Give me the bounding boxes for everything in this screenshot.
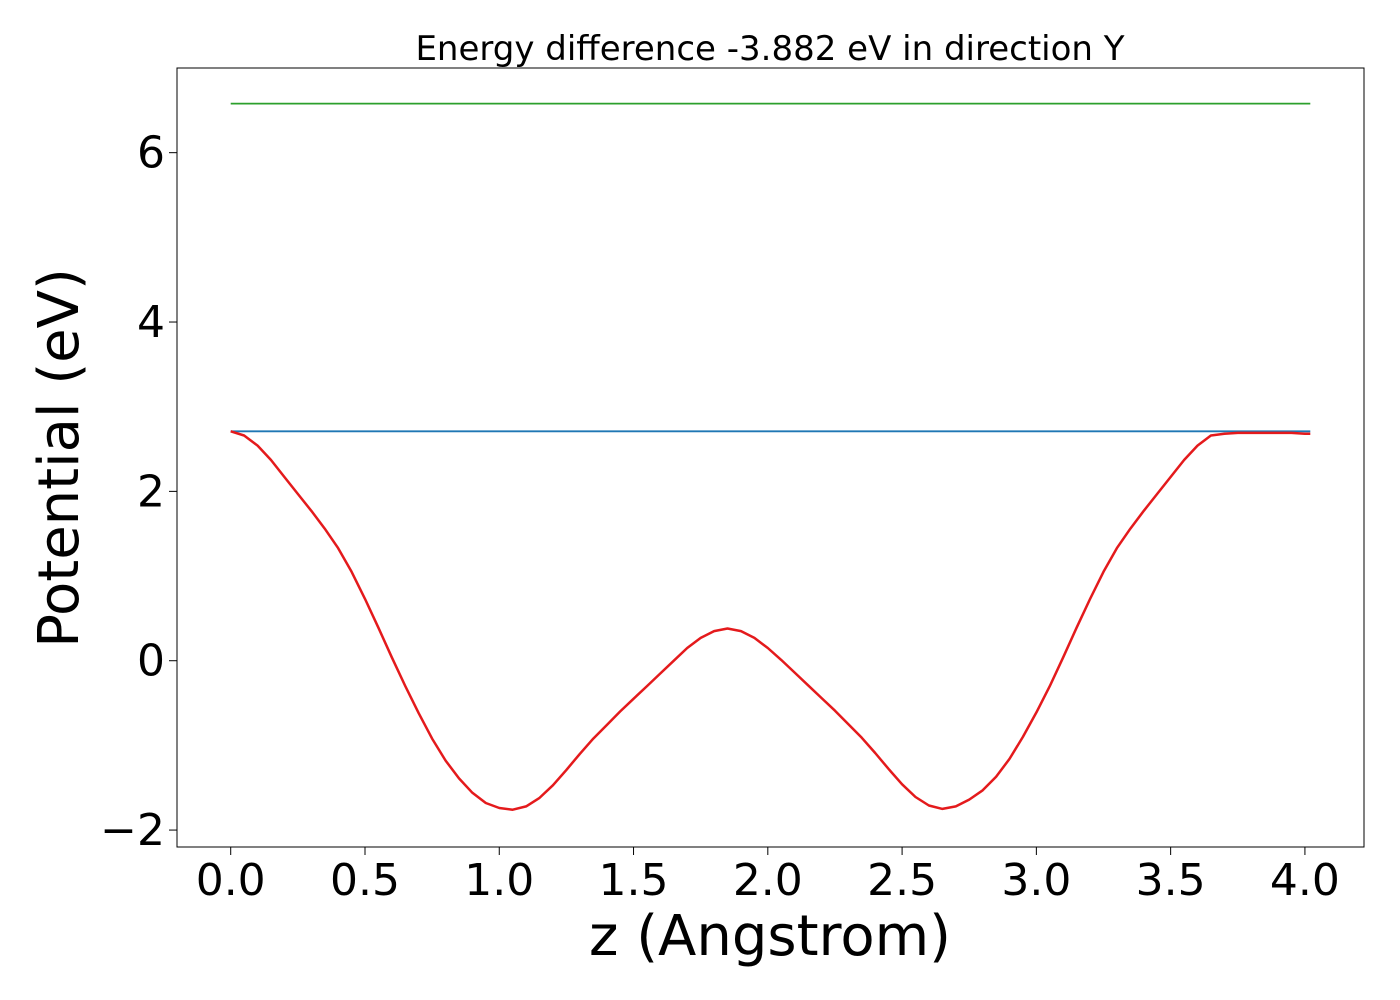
x-tick-label: 0.0	[196, 855, 266, 906]
y-axis-title: Potential (eV)	[27, 268, 92, 648]
series-line-3	[230, 430, 1311, 811]
y-tick-label: 4	[137, 297, 165, 348]
x-tick-label: 1.5	[599, 855, 669, 906]
chart-title: Energy difference -3.882 eV in direction…	[415, 29, 1124, 69]
y-axis-ticks: −2 0 2 4 6	[100, 128, 177, 856]
y-tick-label: 2	[137, 466, 165, 517]
x-tick-label: 2.0	[733, 855, 803, 906]
plot-frame	[176, 67, 1365, 848]
series-layer	[230, 102, 1311, 811]
x-axis-ticks: 0.0 0.5 1.0 1.5 2.0 2.5 3.0 3.5 4.0	[196, 847, 1340, 906]
x-tick-label: 3.0	[1001, 855, 1071, 906]
x-tick-label: 4.0	[1270, 855, 1340, 906]
x-axis-title: z (Angstrom)	[589, 904, 951, 969]
y-tick-label: −2	[100, 805, 165, 856]
x-tick-label: 1.0	[464, 855, 534, 906]
y-tick-label: 6	[137, 128, 165, 179]
x-tick-label: 0.5	[330, 855, 400, 906]
y-tick-label: 0	[137, 636, 165, 687]
x-tick-label: 3.5	[1136, 855, 1206, 906]
x-tick-label: 2.5	[867, 855, 937, 906]
